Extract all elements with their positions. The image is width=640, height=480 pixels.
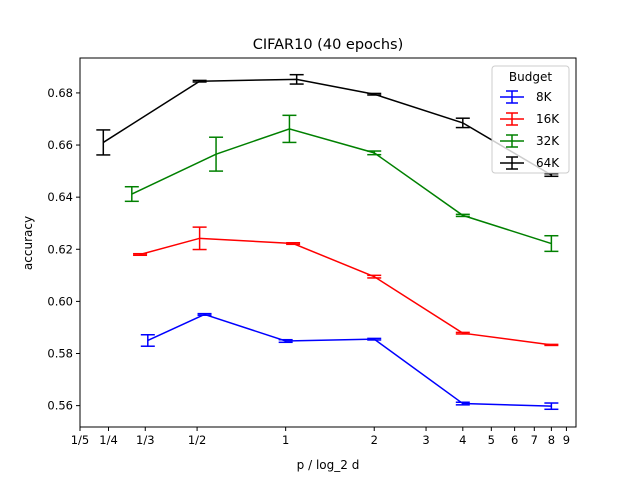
y-tick-label: 0.68 [47, 86, 73, 100]
x-tick-label: 1/3 [136, 433, 155, 447]
series-line [131, 128, 552, 245]
x-tick-label: 8 [548, 433, 555, 447]
series-line [139, 237, 552, 346]
legend-label: 16K [536, 112, 560, 126]
x-tick-label: 1 [282, 433, 289, 447]
series-line [102, 78, 552, 176]
y-tick-label: 0.60 [47, 294, 73, 308]
y-tick-label: 0.62 [47, 242, 73, 256]
series-line [147, 313, 552, 407]
legend-label: 64K [536, 156, 560, 170]
plot-area [96, 73, 559, 411]
x-tick-label: 7 [531, 433, 538, 447]
x-tick-label: 9 [563, 433, 570, 447]
series-8k [140, 312, 559, 411]
legend-label: 8K [536, 90, 553, 104]
chart-title: CIFAR10 (40 epochs) [253, 37, 404, 53]
y-tick-label: 0.56 [47, 399, 73, 413]
y-tick-label: 0.64 [47, 190, 73, 204]
series-32k [124, 114, 559, 253]
x-axis-ticks: 1/5 1/4 1/3 1/2 1 2 3 4 5 6 7 8 9 [71, 427, 570, 447]
x-tick-label: 3 [422, 433, 429, 447]
legend-label: 32K [536, 134, 560, 148]
x-axis-label: p / log_2 d [297, 458, 360, 472]
series-16k [133, 226, 559, 347]
y-axis-ticks: 0.56 0.58 0.60 0.62 0.64 0.66 0.68 [47, 86, 80, 413]
y-tick-label: 0.66 [47, 138, 73, 152]
x-tick-label: 1/4 [99, 433, 118, 447]
x-tick-label: 4 [459, 433, 466, 447]
legend: Budget 8K 16K 32K 64K [491, 65, 570, 174]
plot-frame [79, 57, 577, 428]
x-tick-label: 6 [511, 433, 518, 447]
legend-title: Budget [509, 70, 552, 84]
y-axis-label: accuracy [21, 216, 35, 270]
x-tick-label: 5 [488, 433, 495, 447]
x-tick-label: 1/2 [188, 433, 207, 447]
x-tick-label: 2 [371, 433, 378, 447]
x-tick-label: 1/5 [71, 433, 90, 447]
y-tick-label: 0.58 [47, 347, 73, 361]
series-64k [96, 73, 559, 178]
